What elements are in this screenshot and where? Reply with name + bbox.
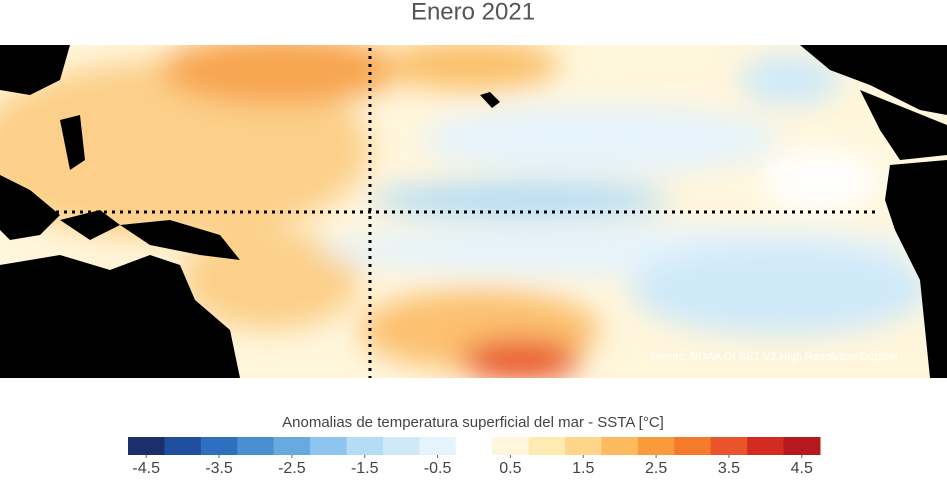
colorbar-label: Anomalias de temperatura superficial del… (282, 414, 664, 431)
colorbar-swatch (674, 437, 712, 455)
colorbar-swatch (747, 437, 785, 455)
source-note: Fuente: NOAA OI SST V2 High Resolution D… (650, 351, 898, 363)
colorbar-swatch (273, 437, 311, 455)
colorbar-tick-label: -1.5 (351, 460, 379, 477)
colorbar-tick-label: -0.5 (424, 460, 452, 477)
colorbar-tick-label: -3.5 (205, 460, 233, 477)
colorbar-swatch (164, 437, 202, 455)
colorbar-swatch (601, 437, 639, 455)
colorbar-swatch (128, 437, 165, 455)
colorbar-tick-label: 0.5 (499, 460, 521, 477)
colorbar-swatch (310, 437, 348, 455)
colorbar-swatch (200, 437, 238, 455)
colorbar-tick-label: 2.5 (645, 460, 667, 477)
colorbar-tick-label: 4.5 (791, 460, 813, 477)
colorbar-tick-label: 1.5 (572, 460, 594, 477)
colorbar-swatch (637, 437, 675, 455)
colorbar-swatch (346, 437, 384, 455)
colorbar-swatch (528, 437, 566, 455)
colorbar-tick-label: -2.5 (278, 460, 306, 477)
colorbar-swatch (710, 437, 748, 455)
colorbar-tick-label: 3.5 (718, 460, 740, 477)
colorbar: -4.5 -3.5 -2.5 -1.5 -0.5 0.5 1.5 2.5 3.5 4.5 (128, 437, 821, 477)
land (0, 45, 947, 378)
colorbar-swatch (419, 437, 457, 455)
colorbar-swatch (382, 437, 420, 455)
colorbar-swatch (455, 437, 493, 455)
colorbar-tick-label: -4.5 (132, 460, 160, 477)
colorbar-swatch (565, 437, 602, 455)
colorbar-swatch (783, 437, 821, 455)
colorbar-swatch (492, 437, 530, 455)
title: Enero 2021 (411, 0, 535, 25)
reference-lines (0, 48, 880, 378)
sst-map: Fuente: NOAA OI SST V2 High Resolution D… (0, 45, 947, 378)
colorbar-swatch (237, 437, 275, 455)
